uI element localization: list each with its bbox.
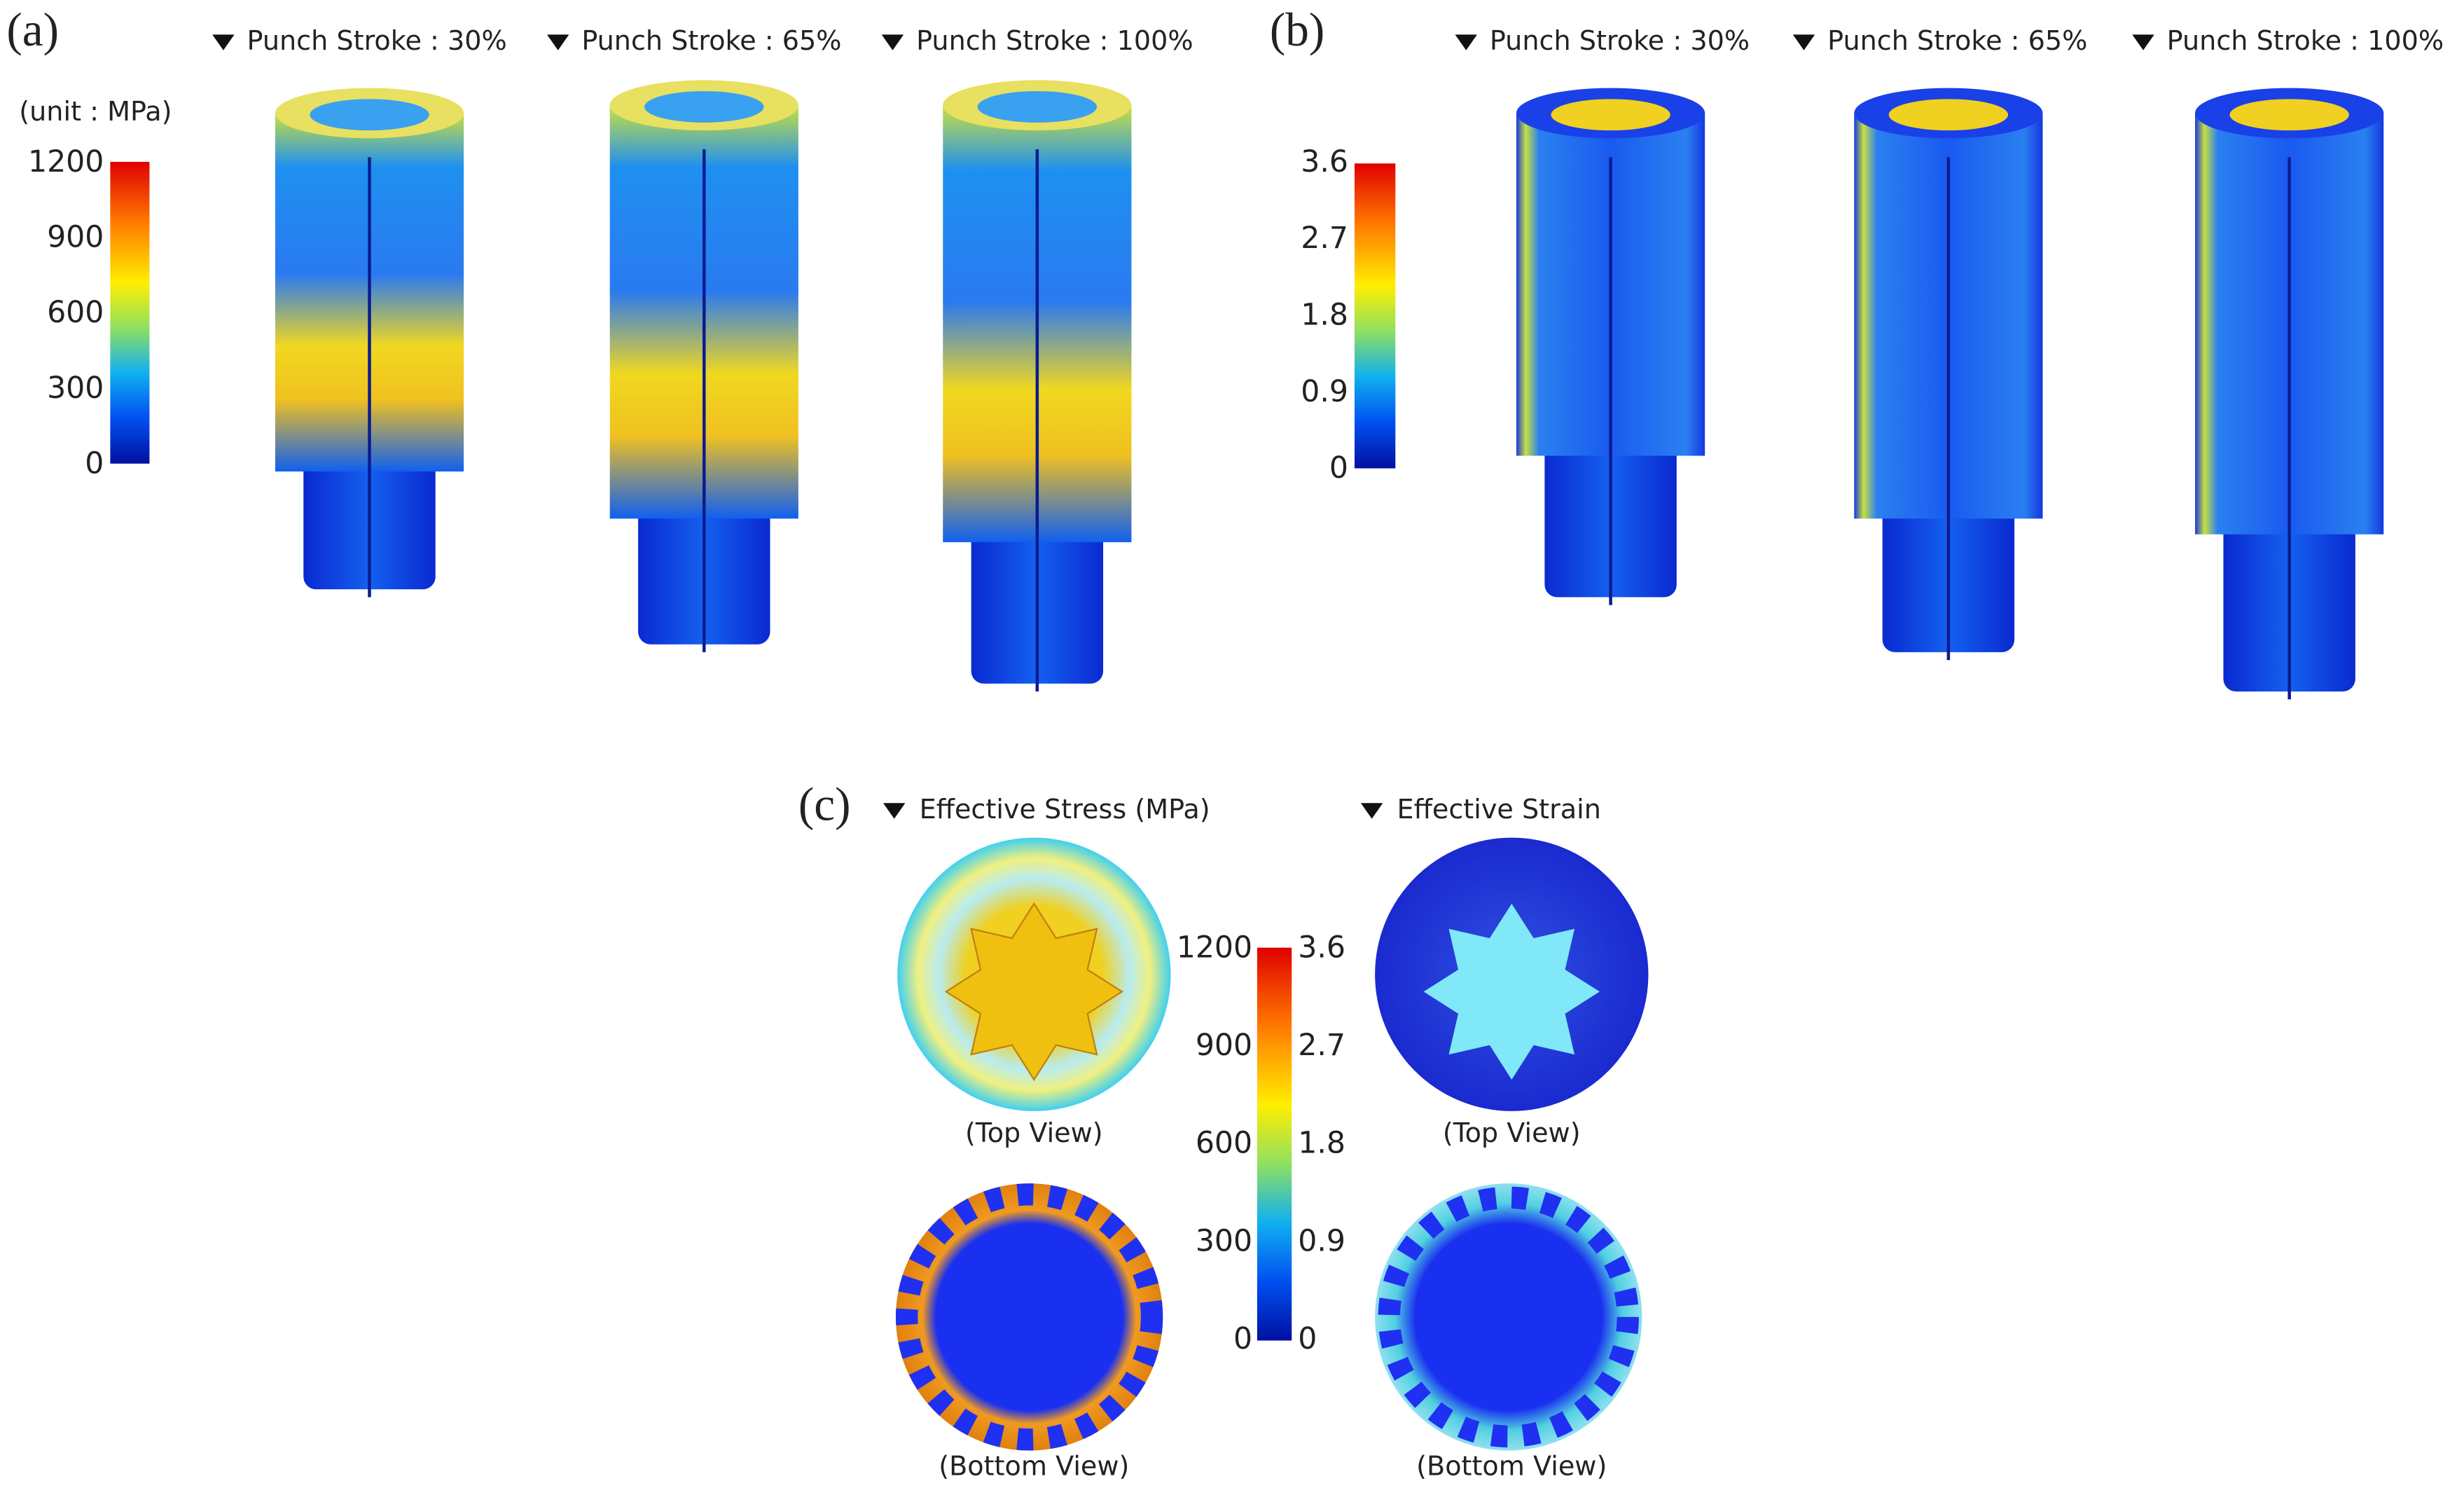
part-cavity <box>644 91 764 123</box>
view-caption: (Top View) <box>1443 1117 1581 1148</box>
view-title: Punch Stroke : 30% <box>247 25 507 56</box>
scale-tick: 300 <box>1196 1223 1252 1258</box>
scale-tick: 1200 <box>1177 930 1252 965</box>
scale-tick: 1200 <box>28 144 104 179</box>
view-caption: (Bottom View) <box>939 1451 1129 1482</box>
scale-tick: 3.6 <box>1298 930 1345 965</box>
scale-tick: 0 <box>1329 450 1348 486</box>
view-title: Punch Stroke : 30% <box>1490 25 1750 56</box>
part-cavity <box>977 91 1098 123</box>
marker <box>546 34 569 50</box>
scale-tick: 1.8 <box>1301 297 1348 332</box>
part-cavity <box>310 99 429 131</box>
teeth <box>895 1183 1163 1451</box>
bottom-view-strain <box>1375 1183 1642 1451</box>
teeth <box>1378 1186 1639 1447</box>
marker <box>1792 34 1815 50</box>
scale-tick: 0.9 <box>1298 1223 1345 1258</box>
scale-tick: 900 <box>47 219 104 254</box>
colorbar <box>1354 163 1396 469</box>
view-caption: (Bottom View) <box>1416 1451 1607 1482</box>
panel-label: (c) <box>798 778 851 831</box>
column-title: Effective Strain <box>1397 794 1601 825</box>
view-title: Punch Stroke : 65% <box>581 25 841 56</box>
view-title: Punch Stroke : 100% <box>916 25 1193 56</box>
marker <box>883 803 906 819</box>
scale-tick: 0 <box>1233 1321 1252 1356</box>
scale-tick: 600 <box>47 295 104 330</box>
bottom-view-stress <box>895 1183 1163 1451</box>
part-cavity <box>1888 99 2009 131</box>
column-title: Effective Stress (MPa) <box>920 794 1210 825</box>
marker <box>212 34 235 50</box>
panel-label: (a) <box>6 4 59 56</box>
view-title: Punch Stroke : 65% <box>1827 25 2087 56</box>
unit-label: (unit : MPa) <box>19 96 172 127</box>
marker <box>1360 803 1383 819</box>
panel-label: (b) <box>1270 4 1324 56</box>
scale-tick: 900 <box>1196 1028 1252 1063</box>
scale-tick: 1.8 <box>1298 1126 1345 1161</box>
scale-tick: 3.6 <box>1301 144 1348 179</box>
part-cavity <box>2229 99 2349 131</box>
scale-tick: 300 <box>47 371 104 406</box>
part-cavity <box>1551 99 1670 131</box>
view-caption: (Top View) <box>965 1117 1103 1148</box>
colorbar <box>110 162 150 464</box>
scale-tick: 0.9 <box>1301 374 1348 409</box>
view-title: Punch Stroke : 100% <box>2167 25 2444 56</box>
marker <box>881 34 904 50</box>
colorbar <box>1257 947 1292 1341</box>
star-shape <box>1423 903 1600 1080</box>
marker <box>2132 34 2154 50</box>
scale-tick: 2.7 <box>1298 1028 1345 1063</box>
marker <box>1455 34 1477 50</box>
scale-tick: 2.7 <box>1301 221 1348 256</box>
scale-tick: 0 <box>1298 1321 1317 1356</box>
star-shape <box>944 902 1124 1082</box>
scale-tick: 0 <box>85 446 104 481</box>
scale-tick: 600 <box>1196 1126 1252 1161</box>
